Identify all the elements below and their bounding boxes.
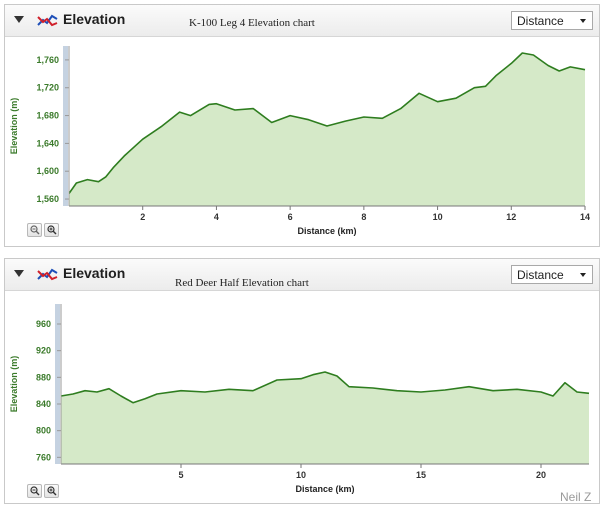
y-axis-title: Elevation (m) [9, 98, 19, 155]
zoom-in-button[interactable] [44, 484, 59, 498]
elevation-line [60, 371, 590, 404]
panel-header: Elevation K-100 Leg 4 Elevation chart Di… [5, 5, 599, 37]
panel-header: Elevation Red Deer Half Elevation chart … [5, 259, 599, 291]
y-tick-label: 960 [36, 319, 51, 329]
y-tick-label: 1,600 [36, 166, 59, 176]
x-tick-label: 12 [506, 212, 516, 222]
x-tick-label: 4 [214, 212, 219, 222]
x-tick-label: 6 [288, 212, 293, 222]
y-tick-label: 880 [36, 372, 51, 382]
elevation-chart: 2 4 6 8 10 12 14 1,560 1,600 1,640 1,680 1,720 1,760… [9, 46, 590, 236]
y-tick-label: 1,720 [36, 83, 59, 93]
x-axis-title: Distance (km) [297, 226, 356, 236]
y-scroll-bar [63, 46, 68, 206]
y-tick-label: 920 [36, 346, 51, 356]
y-axis-title: Elevation (m) [9, 356, 19, 413]
x-tick-label: 2 [140, 212, 145, 222]
chevron-down-icon [580, 19, 586, 23]
x-tick-label: 10 [433, 212, 443, 222]
x-tick-label: 15 [416, 470, 426, 480]
axis-mode-value: Distance [517, 14, 564, 28]
elevation-panel-1: Elevation K-100 Leg 4 Elevation chart Di… [4, 4, 600, 247]
zoom-out-button[interactable] [27, 223, 42, 237]
y-tick-label: 1,760 [36, 55, 59, 65]
axis-mode-select[interactable]: Distance [511, 265, 593, 284]
zoom-out-icon [30, 225, 40, 235]
elevation-chart-icon [37, 14, 58, 27]
chart-title: K-100 Leg 4 Elevation chart [189, 17, 315, 29]
elevation-chart-icon [37, 268, 58, 281]
y-tick-label: 760 [36, 452, 51, 462]
zoom-in-icon [47, 486, 57, 496]
chart-title: Red Deer Half Elevation chart [175, 277, 309, 289]
zoom-out-icon [30, 486, 40, 496]
x-axis-title: Distance (km) [295, 484, 354, 494]
collapse-triangle-icon[interactable] [14, 270, 24, 277]
x-tick-label: 10 [296, 470, 306, 480]
y-tick-label: 1,560 [36, 194, 59, 204]
y-tick-label: 800 [36, 426, 51, 436]
x-tick-label: 8 [361, 212, 366, 222]
elevation-area [61, 372, 589, 464]
chevron-down-icon [580, 273, 586, 277]
panel-title: Elevation [63, 11, 126, 27]
y-tick-label: 1,680 [36, 111, 59, 121]
axis-mode-select[interactable]: Distance [511, 11, 593, 30]
zoom-in-button[interactable] [44, 223, 59, 237]
elevation-line [68, 52, 586, 194]
x-tick-label: 20 [536, 470, 546, 480]
watermark: Neil Z [560, 490, 592, 504]
y-tick-label: 1,640 [36, 138, 59, 148]
x-tick-label: 14 [580, 212, 590, 222]
zoom-out-button[interactable] [27, 484, 42, 498]
elevation-panel-2: Elevation Red Deer Half Elevation chart … [4, 258, 600, 504]
zoom-in-icon [47, 225, 57, 235]
elevation-area [69, 53, 585, 206]
x-tick-label: 5 [178, 470, 183, 480]
elevation-chart: 5 10 15 20 760 800 840 880 920 960 Distance (km) El… [9, 304, 590, 494]
collapse-triangle-icon[interactable] [14, 16, 24, 23]
panel-title: Elevation [63, 265, 126, 281]
axis-mode-value: Distance [517, 268, 564, 282]
y-scroll-bar [55, 304, 60, 464]
y-tick-label: 840 [36, 399, 51, 409]
